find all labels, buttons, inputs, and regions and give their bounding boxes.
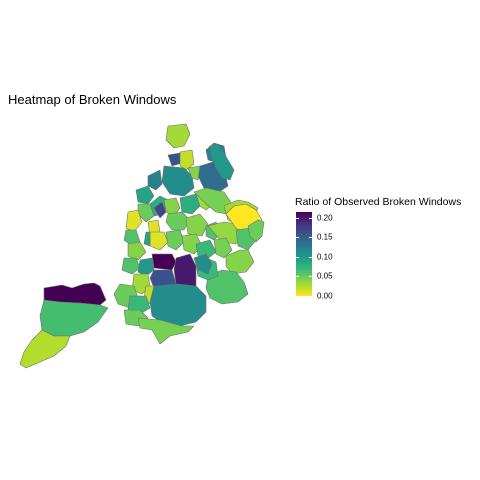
region-queens-12 [165, 229, 185, 251]
region-brooklyn-4 [151, 253, 177, 271]
legend-tick-mark [309, 256, 312, 258]
region-brooklyn-15 [193, 253, 213, 275]
legend-tick-mark [296, 237, 299, 239]
legend-tick-mark [296, 296, 299, 297]
legend-tick-1: 0.15 [317, 232, 333, 242]
legend: Ratio of Observed Broken Windows 0.20 0.… [295, 196, 475, 306]
legend-tick-mark [309, 217, 312, 219]
region-queens-6 [165, 211, 191, 231]
page-title: Heatmap of Broken Windows [8, 92, 177, 107]
region-queens-7 [185, 213, 209, 237]
legend-tick-3: 0.05 [317, 271, 333, 281]
region-manhattan-7 [163, 197, 181, 217]
region-staten-mid [39, 299, 109, 337]
region-brooklyn-10 [127, 295, 151, 315]
region-bronx-7 [187, 165, 201, 181]
legend-tick-4: 0.00 [317, 291, 333, 301]
region-queens-16 [213, 237, 233, 259]
legend-tick-0: 0.20 [317, 213, 333, 223]
legend-colorbar [296, 212, 312, 296]
legend-tick-mark [309, 296, 312, 297]
region-queens-18 [225, 249, 255, 275]
legend-tick-mark [296, 217, 299, 219]
region-bronx-8 [147, 169, 163, 191]
region-brooklyn-1 [127, 241, 147, 261]
region-brooklyn-3 [137, 257, 155, 277]
legend-tick-mark [309, 276, 312, 278]
legend-tick-mark [309, 237, 312, 239]
region-queens-13 [143, 231, 151, 247]
region-queens-1 [209, 143, 235, 181]
legend-tick-2: 0.10 [317, 252, 333, 262]
region-brooklyn-14 [137, 317, 195, 345]
region-bronx-6 [161, 165, 195, 197]
region-queens-11 [149, 231, 169, 251]
region-queens-19 [247, 219, 265, 243]
region-bronx-1 [165, 123, 191, 149]
region-brooklyn-2 [121, 257, 141, 275]
region-staten-south [19, 329, 71, 369]
region-queens-20 [205, 269, 249, 305]
region-queens-15 [195, 239, 217, 261]
legend-tick-mark [296, 276, 299, 278]
legend-tick-mark [296, 256, 299, 258]
region-queens-2 [179, 193, 201, 215]
legend-title: Ratio of Observed Broken Windows [295, 196, 462, 208]
region-manhattan-4 [125, 209, 143, 233]
region-bronx-9 [135, 185, 155, 205]
region-brooklyn-12 [149, 283, 207, 327]
region-bronx-3 [179, 149, 195, 171]
